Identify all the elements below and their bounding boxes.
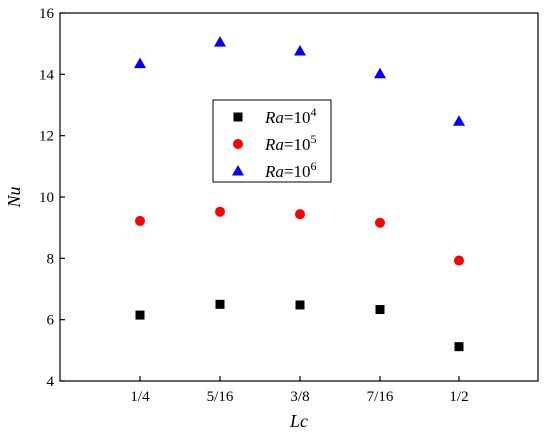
x-axis-title: Lc [289,411,308,431]
y-axis-title: Nu [4,186,24,208]
x-axis: 1/4 5/16 3/8 7/16 1/2 [130,376,469,405]
y-axis: 4 6 8 10 12 14 16 [39,6,65,390]
x-tick-label: 1/4 [130,389,150,405]
y-tick-label: 14 [39,67,55,83]
x-tick-label: 5/16 [207,389,234,405]
y-tick-label: 16 [39,6,55,22]
legend-box [212,99,332,183]
data-point-series-3 [374,67,386,79]
data-point-series-1 [375,305,385,315]
data-point-series-1 [215,299,225,309]
x-tick-label: 1/2 [449,389,468,405]
legend: Ra=104 Ra=105 Ra=106 [212,99,332,183]
data-point-series-3 [294,45,306,56]
legend-label-3: Ra=106 [264,159,316,181]
legend-marker-1 [233,112,243,122]
data-point-series-3 [134,57,146,69]
legend-marker-3 [232,165,244,176]
data-point-series-2 [295,209,305,220]
data-point-series-3 [214,36,226,47]
data-point-series-2 [135,215,145,226]
y-tick-label: 12 [39,129,54,145]
x-tick-label: 7/16 [367,389,394,405]
data-point-series-3 [453,115,465,126]
y-tick-label: 6 [47,313,55,329]
data-point-series-1 [454,342,464,352]
data-point-series-2 [454,255,464,266]
legend-label-2: Ra=105 [264,132,316,154]
data-point-series-1 [295,300,305,310]
y-tick-label: 4 [47,374,55,390]
data-point-series-2 [215,206,225,217]
data-point-series-1 [135,310,145,320]
plot-frame [59,12,539,382]
legend-marker-2 [233,139,243,149]
data-markers [134,36,465,352]
x-tick-label: 3/8 [290,389,309,405]
data-point-series-2 [375,217,385,228]
legend-label-1: Ra=104 [264,105,316,127]
y-tick-label: 10 [39,190,54,206]
y-tick-label: 8 [47,251,55,267]
